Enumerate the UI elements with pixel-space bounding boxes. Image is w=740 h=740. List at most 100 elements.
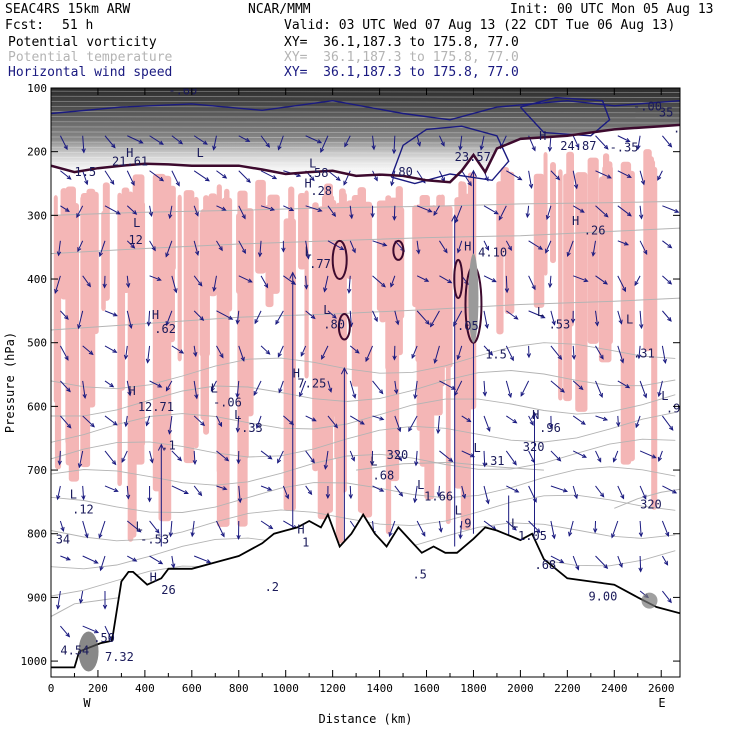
wind-arrow — [193, 240, 199, 255]
wind-arrow-head — [593, 528, 598, 534]
wind-arrow-head — [88, 350, 94, 356]
wind-arrow — [348, 275, 351, 293]
wind-arrow-head — [591, 251, 596, 257]
wind-arrow — [438, 135, 445, 146]
wind-arrow — [461, 415, 471, 422]
wind-arrow — [371, 450, 374, 465]
wind-arrow-head — [625, 138, 631, 143]
y-tick-label: 600 — [27, 400, 47, 413]
wind-arrow-head — [212, 145, 217, 151]
wind-arrow — [193, 345, 197, 357]
wind-arrow — [121, 450, 128, 463]
wind-arrow — [550, 380, 565, 393]
wind-arrow — [327, 205, 336, 217]
wind-arrow-head — [90, 422, 95, 428]
wind-arrow — [635, 415, 641, 428]
wind-arrow-head — [115, 210, 121, 215]
wind-arrow-head — [381, 282, 386, 288]
wind-arrow-head — [149, 458, 154, 464]
wind-arrow-head — [485, 245, 490, 251]
wind-arrow-head — [222, 486, 228, 491]
wind-arrow-head — [531, 285, 536, 291]
wind-arrow-head — [200, 421, 206, 427]
wind-arrow-head — [192, 459, 197, 465]
wind-arrow-head — [461, 493, 467, 500]
wind-arrow — [416, 275, 429, 282]
pv-shading-patch — [236, 213, 241, 294]
contour-label: L — [133, 216, 140, 230]
stratosphere-streak — [51, 100, 680, 104]
wind-arrow-head — [328, 387, 333, 393]
wind-arrow-head — [354, 349, 360, 354]
wind-arrow — [506, 485, 519, 493]
wind-arrow — [483, 380, 486, 396]
wind-arrow — [59, 520, 64, 532]
wind-arrow-head — [77, 324, 82, 330]
wind-arrow — [256, 415, 262, 429]
wind-arrow — [238, 240, 246, 254]
wind-arrow-head — [112, 312, 118, 317]
contour-label: .50 — [93, 631, 115, 645]
wind-arrow-head — [76, 213, 81, 219]
wind-arrow — [54, 275, 61, 294]
wind-arrow-head — [365, 357, 370, 363]
wind-arrow — [193, 380, 198, 399]
wind-arrow-head — [132, 210, 138, 215]
theta-contour — [51, 438, 676, 486]
wind-arrow — [439, 380, 456, 390]
contour-label: L — [370, 455, 377, 469]
contour-label: 23.57 — [455, 150, 491, 164]
wind-arrow-head — [93, 629, 100, 634]
tropopause-pv-contour — [51, 123, 680, 184]
x-tick-label: 2400 — [601, 682, 628, 695]
contour-label: 12 — [128, 233, 142, 247]
pv-shading-patch — [156, 204, 166, 445]
wind-arrow-head — [300, 351, 305, 357]
wind-arrow-head — [482, 391, 488, 397]
wind-arrow-head — [548, 283, 553, 289]
stratosphere-streak — [51, 116, 680, 119]
wind-arrow-head — [555, 175, 561, 181]
wind-arrow — [147, 345, 151, 363]
wind-arrow — [505, 275, 508, 293]
wind-arrow-head — [507, 392, 512, 399]
wind-arrow-head — [579, 208, 585, 213]
wind-arrow-head — [397, 427, 402, 433]
contour-label: 21.61 — [112, 155, 148, 169]
wind-arrow — [550, 170, 560, 180]
wind-arrow-head — [467, 181, 472, 187]
wind-arrow — [104, 450, 116, 465]
wind-arrow — [126, 485, 129, 499]
wind-arrow-head — [241, 214, 246, 220]
wind-arrow-head — [672, 489, 678, 494]
wind-arrow — [349, 415, 365, 425]
wind-arrow — [282, 485, 289, 499]
wind-arrow — [59, 450, 61, 465]
contour-label: .5 — [412, 567, 426, 581]
wind-arrow-head — [667, 317, 672, 322]
wind-arrow — [639, 520, 642, 537]
wind-arrow — [372, 275, 386, 288]
wind-arrow — [372, 380, 384, 394]
wind-arrow — [349, 450, 355, 461]
pv-shading-patch — [575, 172, 588, 412]
wind-arrow — [595, 135, 609, 150]
wind-arrow — [617, 485, 625, 499]
wind-arrow — [171, 555, 175, 568]
pv-shading-patch — [563, 173, 572, 402]
wind-arrow — [82, 625, 99, 634]
contour-label: 7.25 — [297, 376, 326, 390]
wind-arrow-head — [447, 279, 453, 284]
wind-arrow-head — [512, 419, 518, 424]
wind-arrow — [193, 415, 205, 426]
wind-arrow — [305, 485, 312, 495]
wind-arrow-head — [321, 354, 326, 360]
pv-blob-contour — [453, 258, 464, 300]
wind-arrow-head — [254, 319, 259, 325]
wind-arrow-head — [277, 458, 282, 464]
contour-label: 1.05 — [518, 529, 547, 543]
wind-arrow — [216, 450, 229, 461]
wind-arrow-head — [514, 488, 520, 493]
wind-arrow — [573, 275, 588, 282]
wind-arrow-head — [339, 246, 345, 251]
